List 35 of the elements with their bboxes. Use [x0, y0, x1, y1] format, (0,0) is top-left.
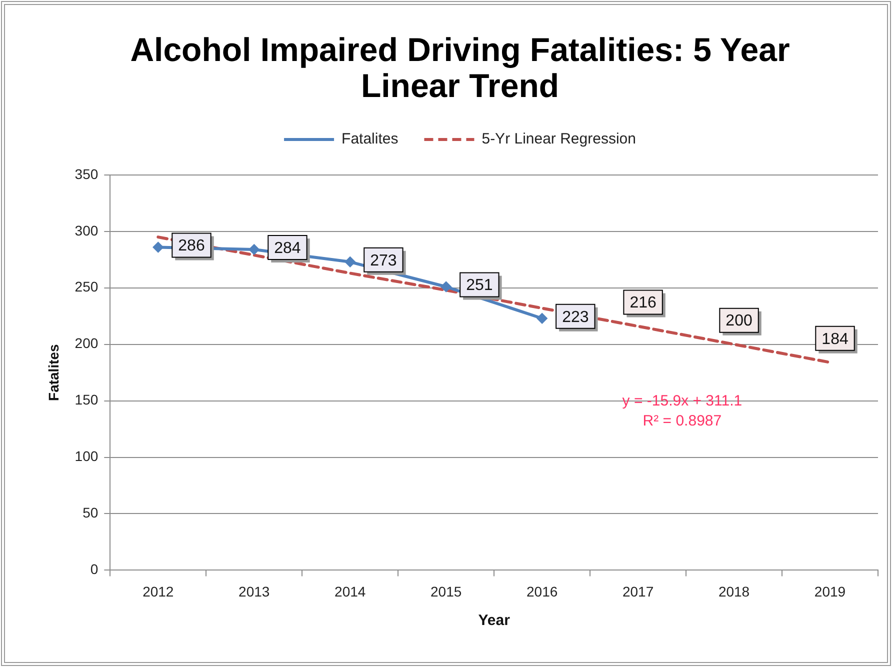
point	[537, 313, 548, 324]
data-label: 200	[726, 312, 752, 330]
point	[249, 244, 260, 254]
y-tick-label: 50	[82, 504, 98, 521]
data-label: 216	[630, 294, 656, 312]
x-tick-label: 2013	[238, 583, 270, 600]
data-label: 284	[274, 240, 301, 257]
x-tick-label: 2016	[526, 583, 558, 600]
data-label: 184	[822, 330, 848, 348]
y-tick-label: 250	[74, 278, 98, 295]
data-label: 286	[178, 238, 205, 255]
x-tick-label: 2017	[622, 583, 654, 600]
x-tick-label: 2014	[334, 583, 366, 600]
y-tick-label: 350	[74, 166, 98, 182]
annotation: R² = 0.8987	[642, 412, 722, 430]
y-tick-label: 100	[74, 448, 98, 464]
legend-label: 5-Yr Linear Regression	[482, 130, 636, 148]
y-tick-label: 150	[74, 392, 98, 408]
x-tick-label: 2015	[430, 583, 462, 600]
x-tick-label: 2018	[718, 583, 750, 600]
legend-label: Fatalites	[342, 130, 398, 148]
data-label: 251	[466, 277, 493, 294]
y-axis-title: Fatalites	[45, 344, 62, 401]
point	[153, 242, 164, 252]
data-label: 223	[562, 308, 589, 326]
x-tick-label: 2019	[814, 583, 846, 600]
y-tick-label: 300	[74, 222, 98, 238]
point	[345, 256, 356, 267]
data-label: 273	[370, 252, 397, 270]
y-tick-label: 0	[90, 561, 98, 578]
y-tick-label: 200	[74, 335, 98, 352]
x-axis-title: Year	[478, 612, 510, 630]
chart-title: Alcohol Impaired Driving Fatalities: 5 Year Linear Trend	[130, 31, 790, 104]
point	[441, 282, 452, 292]
x-tick-label: 2012	[142, 583, 174, 600]
